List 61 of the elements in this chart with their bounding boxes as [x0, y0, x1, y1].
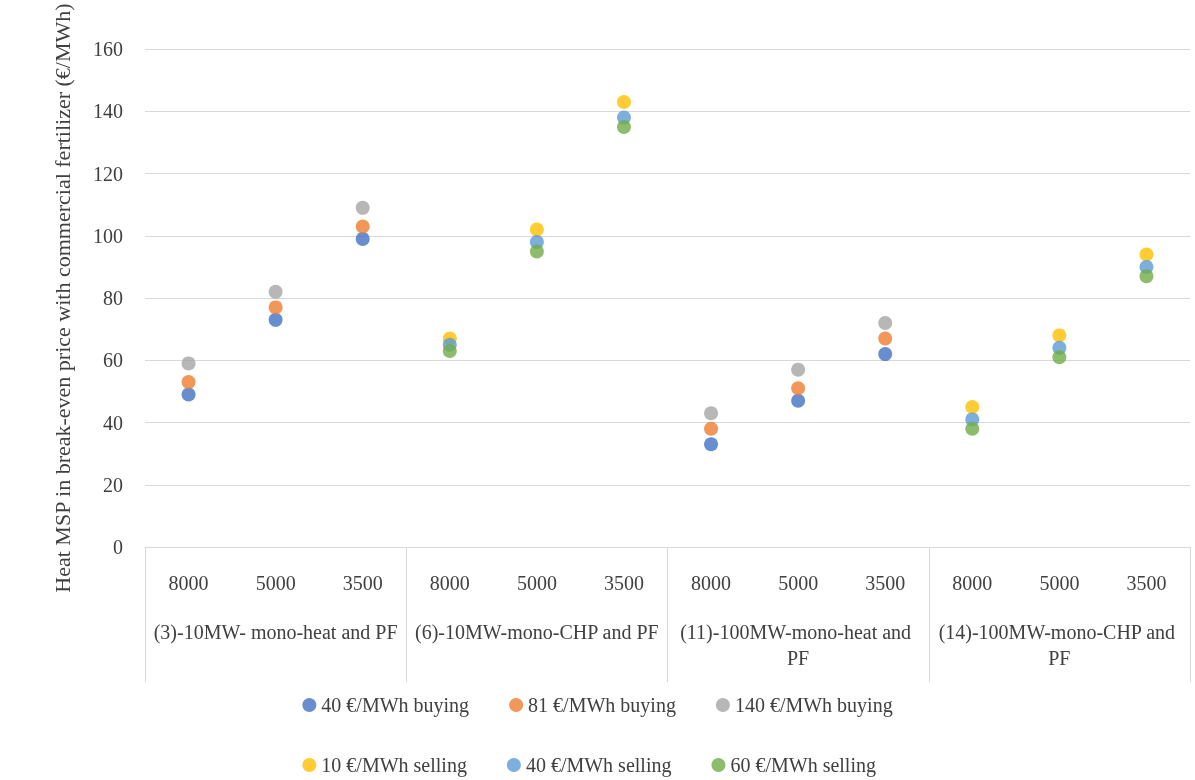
text: (11)-100MW-mono-heat and PF — [680, 621, 917, 669]
legend-label: 40 €/MWh buying — [321, 694, 470, 717]
point — [1139, 269, 1154, 284]
y-tick-label: 40 — [103, 411, 123, 434]
point — [704, 437, 719, 452]
point — [355, 200, 370, 215]
point — [181, 387, 196, 402]
point — [965, 421, 980, 436]
x-tick-label: 3500 — [1126, 572, 1167, 594]
x-tick-label: 3500 — [865, 572, 906, 594]
point — [1139, 247, 1154, 262]
x-tick-label: 3500 — [342, 572, 383, 594]
y-tick-label: 160 — [93, 38, 123, 61]
point — [704, 406, 719, 421]
text: (14)-100MW-mono-CHP and PF — [938, 621, 1181, 669]
point — [1052, 350, 1067, 365]
legend-label: 81 €/MWh buying — [528, 694, 676, 717]
y-tick-label: 60 — [103, 349, 123, 372]
x-tick-label: 5000 — [255, 572, 296, 594]
point — [965, 399, 980, 414]
x-tick-label: 3500 — [603, 572, 644, 594]
legend-label: 10 €/MWh selling — [321, 754, 467, 777]
point — [704, 421, 719, 436]
point — [616, 119, 631, 134]
x-tick-label: 5000 — [516, 572, 557, 594]
point — [268, 284, 283, 299]
point — [268, 300, 283, 315]
point — [355, 231, 370, 246]
x-tick-label: 8000 — [429, 572, 470, 594]
point — [442, 343, 457, 358]
point — [1052, 328, 1067, 343]
x-tick-label: 5000 — [778, 572, 819, 594]
legend-label: 140 €/MWh buying — [734, 694, 893, 717]
point — [181, 356, 196, 371]
legend-label: 60 €/MWh selling — [730, 754, 876, 777]
x-tick-label: 8000 — [691, 572, 732, 594]
text: (3)-10MW- mono-heat and PF — [153, 621, 398, 644]
y-tick-label: 100 — [93, 224, 123, 247]
point — [529, 222, 544, 237]
point — [355, 219, 370, 234]
y-tick-label: 80 — [103, 287, 123, 310]
point — [181, 375, 196, 390]
point — [268, 312, 283, 327]
x-tick-label: 5000 — [1039, 572, 1080, 594]
x-tick-label: 8000 — [952, 572, 993, 594]
y-tick-label: 140 — [93, 100, 123, 123]
y-tick-label: 0 — [113, 536, 123, 558]
y-tick-label: 120 — [93, 162, 123, 185]
point — [878, 331, 893, 346]
point — [791, 362, 806, 377]
text: (6)-10MW-mono-CHP and PF — [415, 621, 659, 644]
point — [791, 381, 806, 396]
x-tick-label: 8000 — [168, 572, 209, 594]
y-tick-label: 20 — [103, 473, 123, 496]
legend-label: 40 €/MWh selling — [525, 754, 672, 777]
point — [878, 315, 893, 330]
y-axis-title: Heat MSP in break-even price with commercial fertilizer (€/MWh) — [49, 3, 75, 593]
point — [529, 244, 544, 259]
point — [791, 393, 806, 408]
point — [878, 347, 893, 362]
point — [616, 95, 631, 110]
